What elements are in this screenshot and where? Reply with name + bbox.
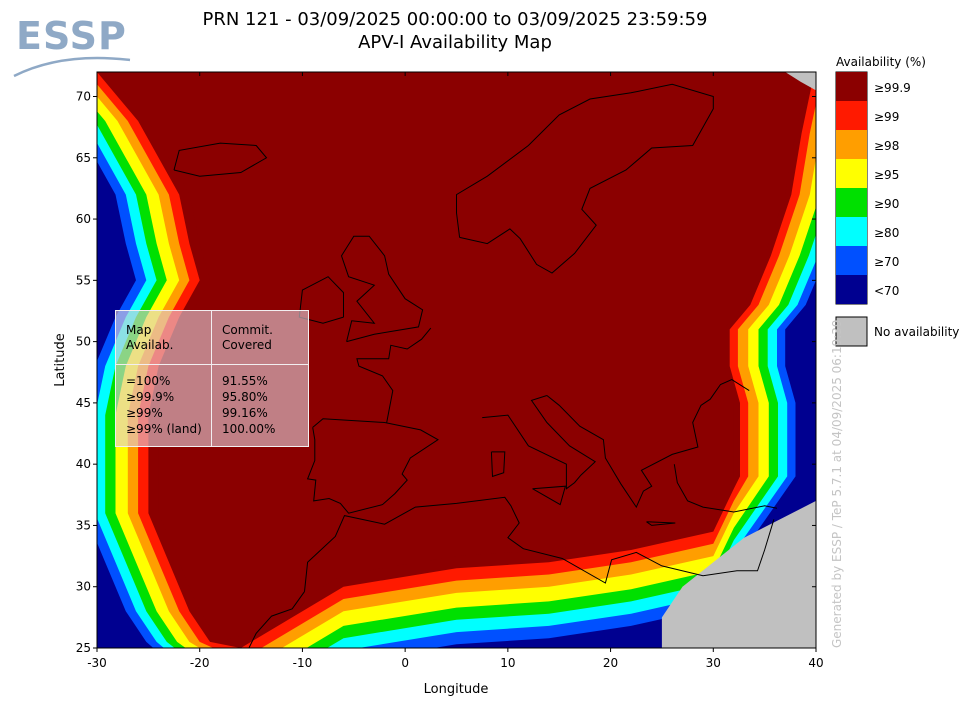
iceland-coast bbox=[173, 142, 268, 177]
generated-by-text: Generated by ESSP / TeP 5.7.1 at 04/09/2… bbox=[830, 319, 844, 648]
y-axis: 25 30 35 40 45 50 55 60 65 70 bbox=[76, 90, 816, 655]
stats-values: 91.55% 95.80% 99.16% 100.00% bbox=[222, 373, 275, 437]
legend-label: ≥98 bbox=[874, 139, 899, 153]
coastlines bbox=[173, 83, 778, 648]
legend-swatch bbox=[836, 130, 867, 159]
legend-swatch bbox=[836, 188, 867, 217]
stats-header-map-availability: Map Availab. bbox=[126, 323, 173, 353]
stats-divider-horizontal bbox=[116, 364, 308, 365]
y-tick-label: 60 bbox=[76, 212, 91, 226]
y-tick-label: 70 bbox=[76, 90, 91, 104]
stats-row-value: 99.16% bbox=[222, 406, 268, 420]
turkey-coast bbox=[673, 464, 778, 513]
scandinavia-coast bbox=[456, 83, 714, 274]
legend-swatch bbox=[836, 217, 867, 246]
stats-row-value: 95.80% bbox=[222, 390, 268, 404]
stats-row-label: ≥99.9% bbox=[126, 390, 175, 404]
y-tick-label: 25 bbox=[76, 641, 91, 655]
y-tick-label: 35 bbox=[76, 518, 91, 532]
france-coast bbox=[356, 327, 432, 423]
crete-coast bbox=[646, 521, 676, 526]
y-tick-label: 40 bbox=[76, 457, 91, 471]
sicily-coast bbox=[532, 485, 567, 506]
north-africa-coast bbox=[304, 496, 775, 592]
stats-table: Map Availab. Commit. Covered =100% ≥99.9… bbox=[115, 310, 309, 447]
x-tick-label: 40 bbox=[808, 656, 823, 670]
legend-swatch bbox=[836, 246, 867, 275]
y-axis-label: Latitude bbox=[53, 333, 68, 387]
logo-swoosh-icon bbox=[13, 56, 131, 78]
y-tick-label: 65 bbox=[76, 151, 91, 165]
x-tick-label: 20 bbox=[603, 656, 618, 670]
plot-frame bbox=[96, 71, 817, 649]
legend-swatch bbox=[836, 275, 867, 304]
stats-labels: =100% ≥99.9% ≥99% ≥99% (land) bbox=[126, 373, 202, 437]
legend-swatch bbox=[836, 159, 867, 188]
x-axis-label: Longitude bbox=[424, 682, 489, 697]
legend-label: ≥80 bbox=[874, 226, 899, 240]
legend-label: <70 bbox=[874, 284, 899, 298]
header-text: Covered bbox=[222, 338, 272, 352]
legend: ≥99.9 ≥99 ≥98 ≥95 ≥90 ≥80 ≥70 <70 No availabilit… bbox=[835, 71, 959, 347]
stats-row-label: =100% bbox=[126, 374, 171, 388]
legend-swatch bbox=[836, 101, 867, 130]
legend-label: ≥95 bbox=[874, 168, 899, 182]
stats-row-label: ≥99% (land) bbox=[126, 422, 202, 436]
legend-title: Availability (%) bbox=[836, 55, 926, 69]
logo-text: ESSP bbox=[16, 14, 127, 58]
x-tick-label: 0 bbox=[401, 656, 409, 670]
availability-heatmap bbox=[97, 72, 816, 648]
y-tick-label: 45 bbox=[76, 396, 91, 410]
legend-label: ≥99 bbox=[874, 110, 899, 124]
y-tick-label: 55 bbox=[76, 273, 91, 287]
header-text: Availab. bbox=[126, 338, 174, 352]
essp-logo bbox=[12, 14, 132, 80]
x-tick-label: -20 bbox=[190, 656, 210, 670]
x-axis: -30 -20 -10 0 10 20 30 40 bbox=[87, 72, 824, 670]
legend-label: ≥99.9 bbox=[874, 81, 911, 95]
chart-title: PRN 121 - 03/09/2025 00:00:00 to 03/09/2… bbox=[202, 9, 708, 30]
legend-swatch-no-availability bbox=[835, 316, 868, 347]
iberia-coast bbox=[306, 418, 439, 514]
header-text: Commit. bbox=[222, 323, 273, 337]
stats-row-label: ≥99% bbox=[126, 406, 163, 420]
no-availability-north-africa-east bbox=[661, 500, 816, 648]
stats-divider-vertical bbox=[211, 311, 212, 446]
stats-row-value: 91.55% bbox=[222, 374, 268, 388]
header-text: Map bbox=[126, 323, 152, 337]
y-tick-label: 30 bbox=[76, 580, 91, 594]
legend-label: ≥70 bbox=[874, 255, 899, 269]
italy-coast bbox=[482, 395, 597, 490]
ireland-coast bbox=[298, 276, 344, 324]
x-tick-label: 10 bbox=[500, 656, 515, 670]
legend-swatch bbox=[836, 72, 867, 101]
band-core bbox=[107, 72, 816, 642]
y-tick-label: 50 bbox=[76, 335, 91, 349]
chart-subtitle: APV-I Availability Map bbox=[358, 32, 552, 53]
britain-coast bbox=[340, 235, 424, 343]
stats-header-commit-covered: Commit. Covered bbox=[222, 323, 273, 353]
x-tick-label: 30 bbox=[706, 656, 721, 670]
legend-label-no-availability: No availability bbox=[874, 325, 959, 339]
no-availability-far-north-east bbox=[785, 72, 816, 91]
corsica-sardinia-coast bbox=[490, 451, 506, 478]
x-tick-label: -10 bbox=[293, 656, 313, 670]
legend-label: ≥90 bbox=[874, 197, 899, 211]
west-sahara-coast bbox=[248, 591, 305, 648]
x-tick-label: -30 bbox=[87, 656, 107, 670]
balkan-coast bbox=[546, 379, 750, 509]
stats-row-value: 100.00% bbox=[222, 422, 276, 436]
